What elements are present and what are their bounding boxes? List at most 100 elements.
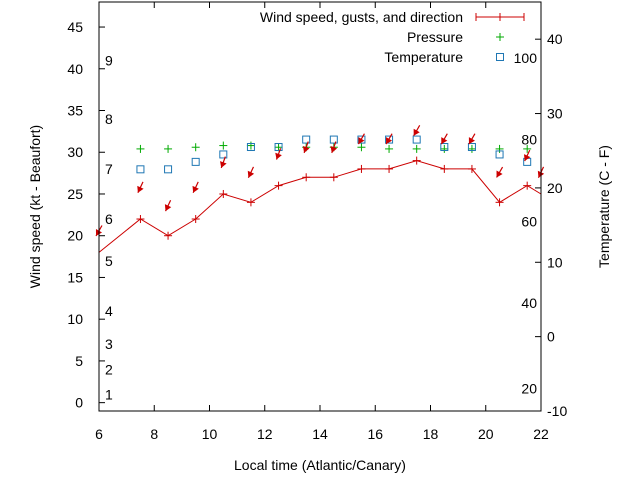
wind-point: [329, 173, 338, 182]
x-tick-label: 20: [478, 426, 494, 442]
y2-tick-label: 10: [547, 254, 563, 270]
y-tick-label: 35: [67, 103, 83, 119]
pressure-point: [219, 141, 228, 150]
wind-arrow: [164, 199, 172, 212]
legend-swatch-wind: [475, 13, 525, 21]
temperature-point: [440, 143, 449, 152]
y2-tick-label: 0: [547, 329, 555, 345]
legend-swatch-pressure: [496, 33, 504, 41]
x-axis-label: Local time (Atlantic/Canary): [234, 457, 406, 473]
wind-arrow: [220, 156, 227, 169]
temperature-point: [302, 135, 311, 144]
wind-point: [385, 164, 394, 173]
fahrenheit-label: 100: [514, 50, 538, 66]
beaufort-label: 5: [105, 253, 113, 269]
wind-arrow: [330, 141, 338, 154]
pressure-point: [385, 144, 394, 153]
wind-arrow: [496, 166, 504, 178]
wind-arrow: [192, 181, 199, 193]
pressure-point: [495, 144, 504, 153]
fahrenheit-label: 60: [521, 213, 537, 229]
temperature-point: [246, 143, 255, 152]
y-tick-label: 20: [67, 228, 83, 244]
temperature-point: [385, 135, 394, 144]
temperature-point: [412, 135, 421, 144]
pressure-point: [412, 144, 421, 153]
wind-point: [136, 215, 145, 224]
wind-arrow: [524, 149, 531, 162]
wind-arrow: [413, 125, 421, 137]
wind-point: [495, 198, 504, 207]
legend: Wind speed, gusts, and direction Pressur…: [260, 9, 525, 65]
y2-axis-label: Temperature (C - F): [596, 145, 612, 268]
y-tick-label: 40: [67, 61, 83, 77]
y-tick-label: 30: [67, 144, 83, 160]
temperature-point: [274, 143, 283, 152]
axis-labels: Local time (Atlantic/Canary) Wind speed …: [27, 125, 612, 473]
wind-point: [246, 198, 255, 207]
wind-point: [302, 173, 311, 182]
pressure-point: [357, 143, 366, 152]
wind-arrow: [357, 133, 365, 145]
pressure-point: [164, 144, 173, 153]
temperature-point: [191, 157, 200, 166]
y2-tick-label: -10: [547, 403, 567, 419]
legend-swatch-temperature: [496, 53, 504, 61]
beaufort-label: 3: [105, 336, 113, 352]
legend-entry-wind: Wind speed, gusts, and direction: [260, 9, 525, 25]
y2-tick-label: 20: [547, 180, 563, 196]
wind-arrow: [247, 166, 255, 178]
y2-tick-label: 30: [547, 106, 563, 122]
temperature-point: [136, 165, 145, 174]
temperature-point: [329, 135, 338, 144]
y-tick-label: 10: [67, 311, 83, 327]
wind-arrow: [137, 181, 144, 193]
beaufort-label: 6: [105, 211, 113, 227]
pressure-point: [440, 144, 449, 153]
x-tick-label: 14: [312, 426, 328, 442]
pressure-point: [274, 143, 283, 152]
x-tick-label: 12: [257, 426, 273, 442]
beaufort-label: 7: [105, 161, 113, 177]
wind-point: [523, 181, 532, 190]
y-tick-label: 5: [75, 353, 83, 369]
pressure-point: [136, 144, 145, 153]
axis-ticks: 6 8 10 12 14 16 18 20 22051015202530354045-10010…: [67, 2, 567, 442]
temperature-point: [495, 150, 504, 159]
wind-point: [412, 156, 421, 165]
wind-point: [357, 164, 366, 173]
pressure-point: [191, 143, 200, 152]
fahrenheit-label: 40: [521, 295, 537, 311]
wind-point: [274, 181, 283, 190]
y-axis-label: Wind speed (kt - Beaufort): [27, 125, 43, 288]
legend-label-temperature: Temperature: [384, 49, 463, 65]
legend-entry-temperature: Temperature: [384, 49, 504, 65]
y-tick-label: 25: [67, 186, 83, 202]
wind-arrow: [275, 148, 282, 160]
pressure-point: [467, 144, 476, 153]
fahrenheit-label: 80: [521, 132, 537, 148]
y-tick-label: 45: [67, 19, 83, 35]
y-tick-label: 0: [75, 395, 83, 411]
x-tick-label: 8: [150, 426, 158, 442]
wind-point: [164, 231, 173, 240]
x-tick-label: 22: [533, 426, 549, 442]
pressure-point: [523, 144, 532, 153]
temperature-point: [467, 143, 476, 152]
temperature-point: [219, 150, 228, 159]
legend-label-pressure: Pressure: [407, 29, 463, 45]
plot-frame: [98, 1, 542, 412]
wind-point: [219, 189, 228, 198]
wind-point: [440, 164, 449, 173]
fahrenheit-label: 20: [521, 381, 537, 397]
temperature-point: [164, 165, 173, 174]
x-tick-label: 18: [423, 426, 439, 442]
beaufort-label: 4: [105, 303, 113, 319]
beaufort-label: 2: [105, 361, 113, 377]
x-tick-label: 10: [202, 426, 218, 442]
wind-arrow: [468, 133, 476, 145]
y-tick-label: 15: [67, 269, 83, 285]
x-tick-label: 6: [95, 426, 103, 442]
y2-tick-label: 40: [547, 31, 563, 47]
